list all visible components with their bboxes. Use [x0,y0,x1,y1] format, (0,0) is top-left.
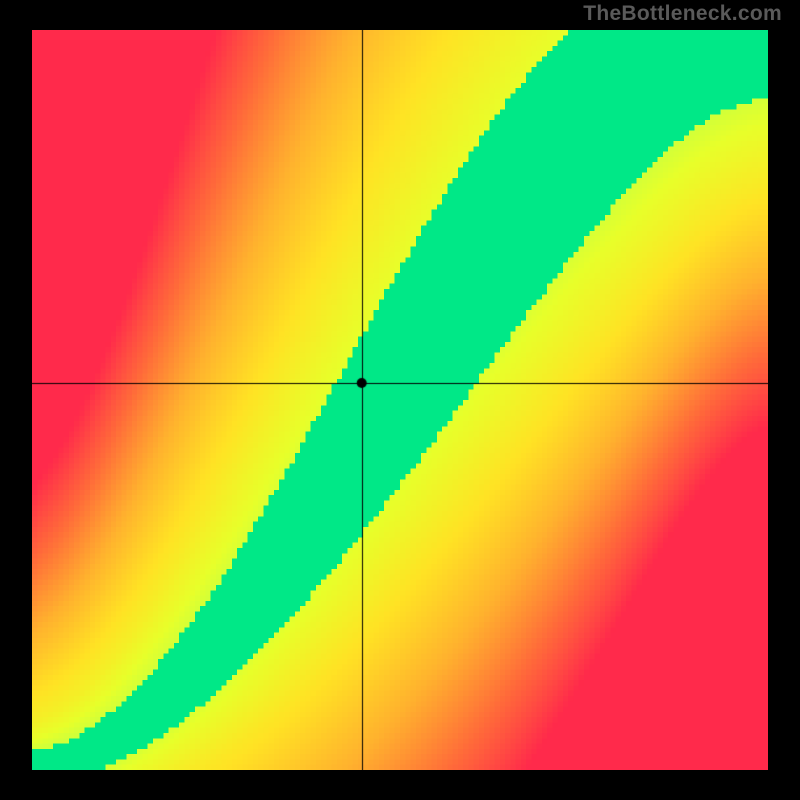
chart-container: TheBottleneck.com [0,0,800,800]
heatmap-canvas [32,30,768,770]
watermark-text: TheBottleneck.com [583,2,782,26]
